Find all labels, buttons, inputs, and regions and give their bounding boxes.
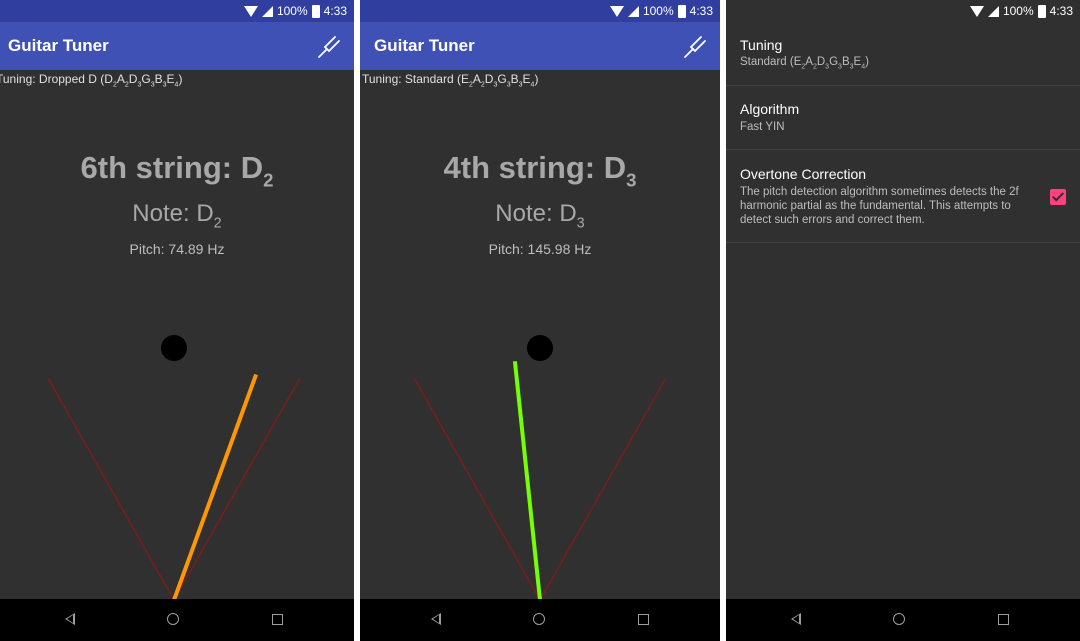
home-icon[interactable]: [893, 613, 905, 625]
gauge-right-limit: [539, 377, 667, 600]
tuning-label: Tuning: Standard (E2A2D3G3B3E4): [362, 72, 539, 89]
target-indicator: [527, 335, 553, 361]
pitch-readout: Pitch: 145.98 Hz: [488, 241, 592, 257]
settings-screen: 100% 4:33 Tuning Standard (E2A2D3G3B3E4)…: [726, 0, 1080, 641]
tuning-needle: [172, 373, 258, 600]
navigation-bar: [0, 599, 354, 641]
navigation-bar: [360, 599, 720, 641]
battery-icon: [677, 4, 686, 18]
tuning-preference[interactable]: Tuning Standard (E2A2D3G3B3E4): [726, 22, 1080, 86]
navigation-bar: [726, 599, 1080, 641]
gauge-left-limit: [47, 377, 175, 600]
pref-title: Overtone Correction: [740, 166, 867, 182]
battery-icon: [1037, 4, 1046, 18]
status-bar: 100% 4:33: [726, 0, 1080, 22]
wifi-icon: [243, 5, 258, 17]
clock: 4:33: [1049, 4, 1073, 18]
wifi-icon: [609, 5, 624, 17]
wifi-icon: [969, 5, 984, 17]
pref-title: Tuning: [740, 37, 783, 53]
algorithm-preference[interactable]: Algorithm Fast YIN: [726, 86, 1080, 150]
tuning-fork-icon[interactable]: [682, 32, 710, 60]
battery-percent: 100%: [642, 4, 674, 18]
tuner-screen-standard: 100% 4:33 Guitar Tuner Tuning: Standard …: [360, 0, 720, 641]
clock: 4:33: [689, 4, 713, 18]
pref-summary: Standard (E2A2D3G3B3E4): [740, 56, 869, 71]
pref-summary: Fast YIN: [740, 121, 785, 133]
signal-icon: [987, 5, 999, 17]
back-icon[interactable]: [431, 613, 441, 625]
tuning-label: Tuning: Dropped D (D2A2D3G3B3E4): [0, 72, 183, 89]
tuning-fork-icon[interactable]: [316, 32, 344, 60]
string-name: 6th string: D2: [80, 150, 274, 191]
string-name: 4th string: D3: [443, 150, 637, 191]
target-indicator: [161, 335, 187, 361]
tuner-screen-dropped-d: 100% 4:33 Guitar Tuner Tuning: Dropped D…: [0, 0, 354, 641]
detected-note: Note: D2: [132, 200, 222, 232]
recents-icon[interactable]: [998, 614, 1009, 625]
app-toolbar: Guitar Tuner: [0, 22, 354, 70]
overtone-correction-preference[interactable]: Overtone Correction The pitch detection …: [726, 150, 1080, 243]
clock: 4:33: [323, 4, 347, 18]
detected-note: Note: D3: [495, 200, 585, 232]
pref-description: The pitch detection algorithm sometimes …: [740, 186, 1019, 226]
signal-icon: [261, 5, 273, 17]
battery-percent: 100%: [276, 4, 308, 18]
status-bar: 100% 4:33: [360, 0, 720, 22]
battery-percent: 100%: [1002, 4, 1034, 18]
overtone-checkbox[interactable]: [1050, 189, 1066, 205]
home-icon[interactable]: [533, 613, 545, 625]
app-title: Guitar Tuner: [8, 36, 109, 55]
pref-title: Algorithm: [740, 101, 800, 117]
signal-icon: [627, 5, 639, 17]
back-icon[interactable]: [791, 613, 801, 625]
tuner-gauge: [47, 335, 301, 600]
app-toolbar: Guitar Tuner: [360, 22, 720, 70]
tuner-gauge: [413, 335, 667, 600]
recents-icon[interactable]: [272, 614, 283, 625]
recents-icon[interactable]: [638, 614, 649, 625]
home-icon[interactable]: [167, 613, 179, 625]
tuning-needle: [512, 361, 542, 600]
pitch-readout: Pitch: 74.89 Hz: [129, 241, 225, 257]
back-icon[interactable]: [65, 613, 75, 625]
gauge-right-limit: [173, 377, 301, 600]
battery-icon: [311, 4, 320, 18]
gauge-left-limit: [413, 377, 541, 600]
app-title: Guitar Tuner: [374, 36, 475, 55]
status-bar: 100% 4:33: [0, 0, 354, 22]
